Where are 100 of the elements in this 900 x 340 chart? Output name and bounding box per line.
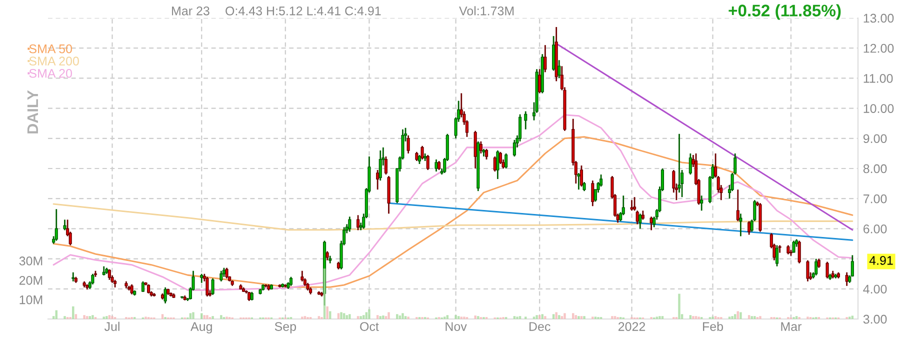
x-tick-label: Mar (781, 322, 802, 331)
bar (544, 316, 546, 319)
candlestick (498, 151, 502, 165)
bar (362, 315, 365, 319)
bar (754, 316, 756, 319)
text: Mar 23 (172, 6, 210, 16)
candlestick (814, 258, 818, 276)
annotation: 4.91 (869, 256, 893, 265)
candlestick (792, 240, 796, 254)
bar (734, 314, 736, 319)
candlestick (775, 244, 779, 268)
bar (518, 316, 522, 319)
x-tick-label: Jul (104, 322, 120, 331)
y-tick-label: 11.00 (864, 74, 893, 83)
legend-label: SMA 20 (29, 68, 72, 78)
bar (795, 316, 798, 319)
legend-label: SMA 50 (29, 44, 72, 54)
bar (72, 306, 74, 319)
bar (342, 313, 346, 319)
candlestick (102, 266, 106, 276)
candlestick (817, 258, 820, 269)
bar (189, 313, 192, 319)
x-tick-label: 2022 (618, 322, 646, 331)
bar (614, 316, 616, 319)
candlestick (678, 133, 681, 194)
bar (457, 316, 460, 319)
bar (661, 316, 664, 319)
bar (346, 315, 348, 319)
candlestick (577, 172, 580, 190)
candlestick (225, 267, 228, 280)
legend-label: SMA 200 (29, 56, 79, 66)
candlestick (72, 272, 75, 282)
candlestick (688, 152, 692, 176)
candlestick (630, 199, 634, 212)
candlestick (633, 196, 636, 212)
bar (396, 314, 398, 319)
bar (108, 315, 111, 319)
bar (83, 315, 86, 319)
candlestick (206, 276, 209, 298)
bar (348, 314, 351, 319)
bar (536, 315, 538, 319)
candlestick (739, 212, 742, 237)
bar (328, 311, 332, 319)
candlestick (91, 273, 94, 286)
bar (384, 316, 388, 319)
candlestick (524, 110, 528, 130)
candlestick (220, 270, 223, 282)
candlestick (147, 284, 150, 294)
text: Vol:1.73M (459, 6, 514, 16)
candlestick (200, 273, 204, 284)
candlestick (504, 152, 508, 170)
bar (748, 315, 750, 319)
bar (402, 313, 404, 319)
candlestick (798, 240, 801, 264)
bar (552, 314, 555, 319)
bar (161, 314, 164, 319)
bar (212, 316, 214, 319)
candlestick (538, 68, 542, 94)
y-tick-label: 9.00 (863, 134, 887, 144)
bar (736, 311, 740, 319)
y-tick-label: 8.00 (863, 164, 887, 174)
candlestick (580, 164, 584, 188)
candlestick (141, 280, 145, 293)
bar (731, 316, 734, 319)
bar (474, 316, 476, 319)
candlestick (558, 59, 561, 79)
bar (368, 309, 370, 319)
candlestick (63, 218, 66, 231)
candlestick (300, 270, 304, 282)
x-tick-label: Nov (446, 322, 467, 331)
y-tick-label: 6.00 (863, 224, 887, 234)
bar (446, 315, 449, 319)
candlestick (479, 140, 482, 154)
x-tick-label: Dec (529, 322, 550, 331)
x-tick-label: Oct (360, 322, 379, 331)
bar (694, 316, 698, 319)
bar (206, 315, 208, 319)
bar (379, 316, 382, 319)
bar (611, 316, 614, 319)
bar (583, 316, 586, 319)
y-tick-label: 12.00 (864, 44, 894, 53)
candlestick (544, 44, 547, 73)
y-tick-label: 10.00 (864, 104, 894, 113)
candlestick (211, 278, 214, 296)
text: O:4.43 H:5.12 L:4.41 C:4.91 (226, 6, 381, 16)
candlestick (356, 214, 360, 231)
candlestick (591, 180, 594, 207)
y2-tick-label: 20M (19, 276, 42, 285)
bar (88, 316, 92, 319)
bar (326, 306, 328, 319)
y-tick-label: 13.00 (864, 14, 894, 23)
bar (340, 312, 342, 319)
candlestick (736, 188, 740, 222)
bar (454, 315, 457, 319)
bar (555, 312, 558, 319)
bar (220, 315, 222, 319)
text: DAILY (27, 90, 38, 134)
y-tick-label: 4.00 (863, 284, 887, 294)
candlestick (638, 212, 642, 230)
candlestick (786, 244, 790, 255)
